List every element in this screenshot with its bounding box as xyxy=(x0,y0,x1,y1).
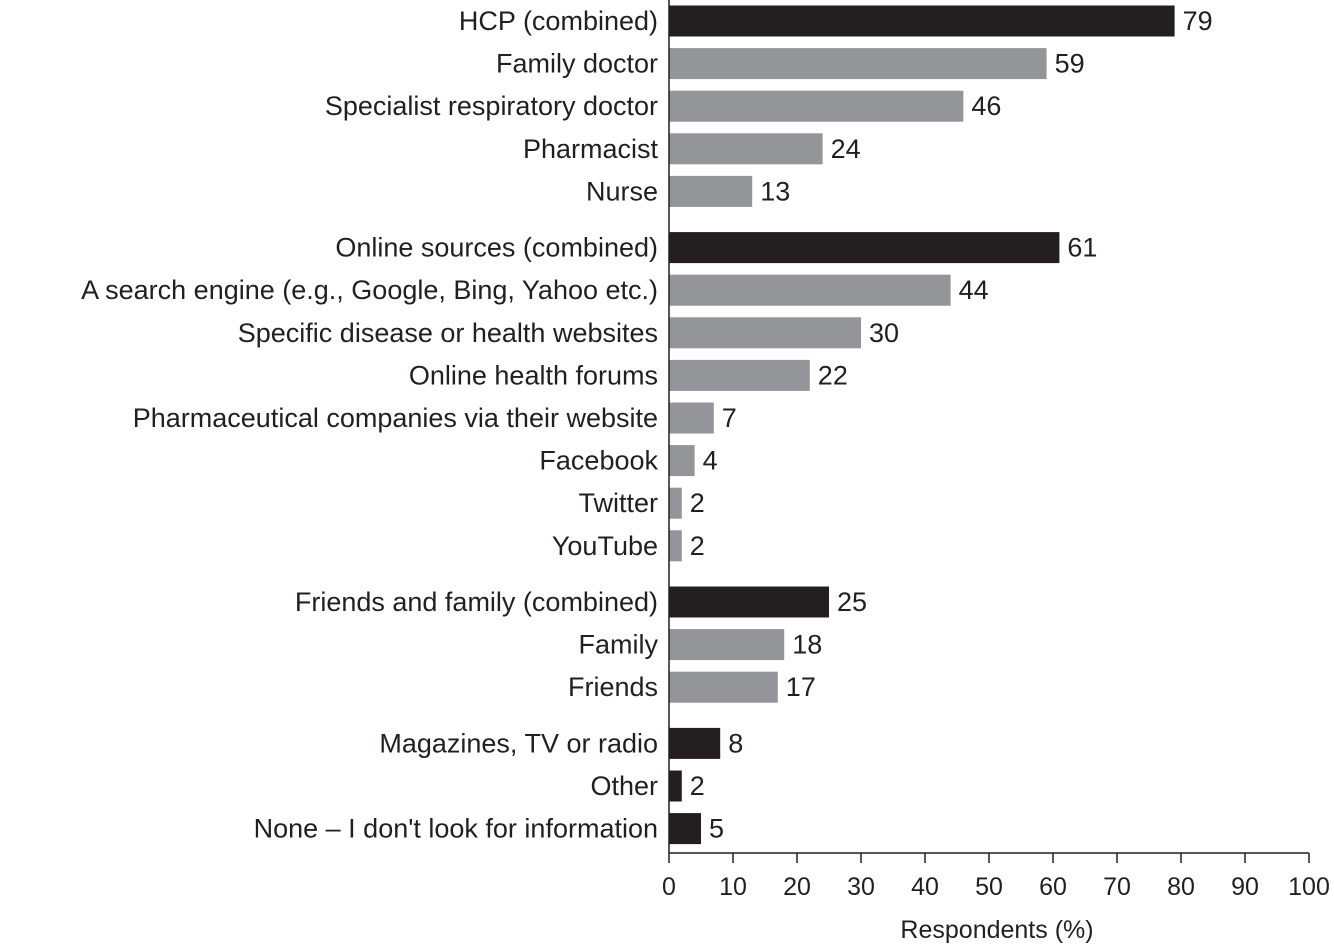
category-label: Twitter xyxy=(578,488,658,518)
value-label: 2 xyxy=(690,488,705,518)
x-tick-label: 40 xyxy=(911,873,939,901)
value-label: 17 xyxy=(786,672,816,702)
bar xyxy=(669,445,695,477)
value-label: 24 xyxy=(831,134,861,164)
category-label: YouTube xyxy=(552,531,658,561)
bar xyxy=(669,175,753,207)
bar xyxy=(669,90,964,122)
x-tick-label: 50 xyxy=(975,873,1003,901)
value-label: 46 xyxy=(971,91,1001,121)
category-label: A search engine (e.g., Google, Bing, Yah… xyxy=(81,275,658,305)
value-label: 18 xyxy=(792,630,822,660)
value-label: 2 xyxy=(690,531,705,561)
category-label: Specific disease or health websites xyxy=(238,318,658,348)
category-label: None – I don't look for information xyxy=(254,814,658,844)
value-label: 59 xyxy=(1055,49,1085,79)
x-tick-label: 70 xyxy=(1103,873,1131,901)
bar xyxy=(669,770,682,802)
category-label: Other xyxy=(590,771,658,801)
category-label: Family xyxy=(579,630,659,660)
category-label: Friends and family (combined) xyxy=(295,587,658,617)
bar xyxy=(669,48,1047,80)
bar xyxy=(669,317,861,349)
category-label: Online sources (combined) xyxy=(335,233,658,263)
x-axis-title: Respondents (%) xyxy=(900,916,1093,944)
x-tick-label: 30 xyxy=(847,873,875,901)
value-label: 4 xyxy=(703,446,718,476)
value-label: 22 xyxy=(818,360,848,390)
category-label: Friends xyxy=(568,672,658,702)
x-axis-ticks: 0 10 20 30 40 50 60 70 80 90 100 xyxy=(662,853,1330,901)
x-tick-label: 10 xyxy=(719,873,747,901)
bar xyxy=(669,671,778,703)
x-tick-label: 100 xyxy=(1288,873,1330,901)
bar xyxy=(669,813,701,845)
value-label: 5 xyxy=(709,814,724,844)
value-label: 44 xyxy=(959,275,989,305)
x-tick-label: 90 xyxy=(1231,873,1259,901)
bar xyxy=(669,274,951,306)
category-label: Family doctor xyxy=(496,49,658,79)
bar xyxy=(669,487,682,519)
value-label: 30 xyxy=(869,318,899,348)
bars xyxy=(669,5,1175,845)
bar xyxy=(669,530,682,562)
category-label: Pharmaceutical companies via their websi… xyxy=(133,403,658,433)
x-tick-label: 20 xyxy=(783,873,811,901)
value-label: 13 xyxy=(760,176,790,206)
bar xyxy=(669,232,1060,264)
x-tick-label: 80 xyxy=(1167,873,1195,901)
category-label: Pharmacist xyxy=(523,134,659,164)
value-label: 79 xyxy=(1183,6,1213,36)
value-label: 25 xyxy=(837,587,867,617)
bar xyxy=(669,5,1175,37)
bar xyxy=(669,629,785,661)
category-label: Specialist respiratory doctor xyxy=(325,91,658,121)
category-label: Magazines, TV or radio xyxy=(379,728,658,758)
value-label: 7 xyxy=(722,403,737,433)
bar xyxy=(669,133,823,165)
value-label: 8 xyxy=(728,728,743,758)
x-tick-label: 0 xyxy=(662,873,676,901)
category-label: HCP (combined) xyxy=(459,6,658,36)
bar xyxy=(669,586,829,618)
category-label: Nurse xyxy=(586,176,658,206)
value-label: 2 xyxy=(690,771,705,801)
x-tick-label: 60 xyxy=(1039,873,1067,901)
category-label: Online health forums xyxy=(409,360,658,390)
value-label: 61 xyxy=(1067,233,1097,263)
category-label: Facebook xyxy=(539,446,658,476)
category-labels: HCP (combined) Family doctor Specialist re… xyxy=(81,6,658,844)
bar xyxy=(669,402,714,434)
bar xyxy=(669,359,810,391)
bar xyxy=(669,727,721,759)
